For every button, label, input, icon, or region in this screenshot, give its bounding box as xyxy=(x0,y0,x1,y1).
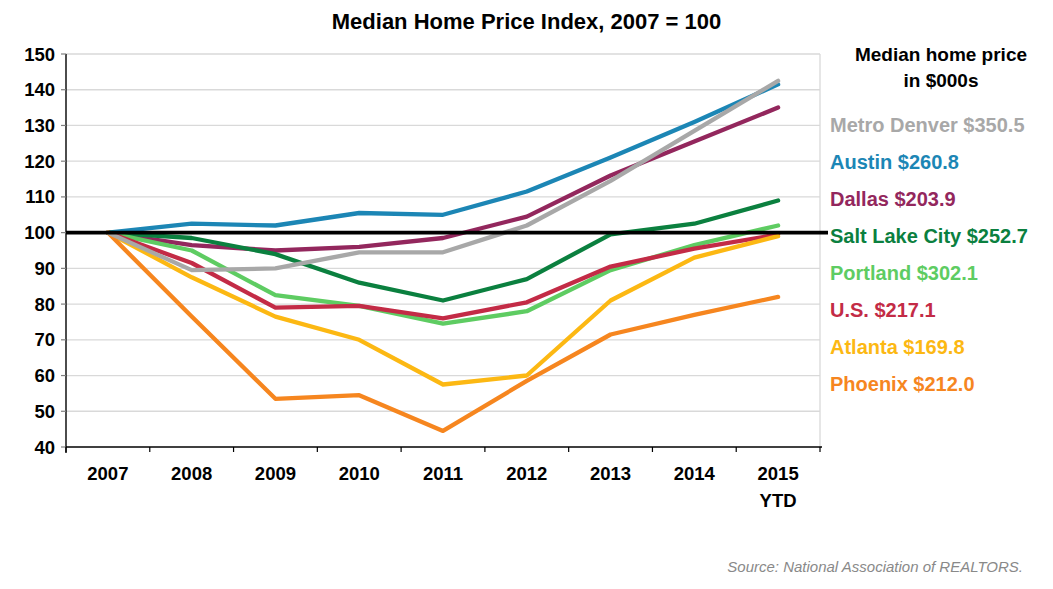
legend-item-atlanta: Atlanta $169.8 xyxy=(830,329,1052,366)
y-axis-label-140: 140 xyxy=(24,79,55,100)
y-axis-label-130: 130 xyxy=(24,115,55,136)
series-line-atlanta xyxy=(108,233,778,385)
x-axis-label-2015: 2015 xyxy=(758,463,799,484)
y-axis-label-120: 120 xyxy=(24,151,55,172)
x-axis-label-2008: 2008 xyxy=(171,463,212,484)
chart-title: Median Home Price Index, 2007 = 100 xyxy=(0,9,1053,35)
y-axis-label-50: 50 xyxy=(34,401,55,422)
y-axis-label-150: 150 xyxy=(24,44,55,65)
legend-item-dallas: Dallas $203.9 xyxy=(830,181,1052,218)
legend-title-line1: Median home price xyxy=(830,42,1052,68)
legend-item-metro-denver: Metro Denver $350.5 xyxy=(830,107,1052,144)
x-axis-label-2011: 2011 xyxy=(423,463,463,484)
y-axis-label-60: 60 xyxy=(34,365,55,386)
source-note: Source: National Association of REALTORS… xyxy=(0,558,1023,575)
series-line-austin xyxy=(108,84,778,232)
x-axis-sublabel-YTD: YTD xyxy=(760,490,797,511)
legend-item-u-s-: U.S. $217.1 xyxy=(830,292,1052,329)
y-axis-label-100: 100 xyxy=(24,222,55,243)
legend-item-salt-lake-city: Salt Lake City $252.7 xyxy=(830,218,1052,255)
legend-item-phoenix: Phoenix $212.0 xyxy=(830,366,1052,403)
legend-item-austin: Austin $260.8 xyxy=(830,144,1052,181)
x-axis-label-2009: 2009 xyxy=(255,463,296,484)
y-axis-label-40: 40 xyxy=(34,437,55,458)
x-axis-label-2010: 2010 xyxy=(339,463,380,484)
x-axis-label-2014: 2014 xyxy=(674,463,716,484)
x-axis-label-2007: 2007 xyxy=(87,463,128,484)
page: 40 50 60 70 80 90 100 110 120 130 140 150 2007 2008 20… xyxy=(0,0,1053,589)
x-axis-label-2012: 2012 xyxy=(506,463,547,484)
legend-title-line2: in $000s xyxy=(830,68,1052,94)
legend-item-portland: Portland $302.1 xyxy=(830,255,1052,292)
y-axis-label-90: 90 xyxy=(34,258,55,279)
y-axis-label-80: 80 xyxy=(34,294,55,315)
legend-title: Median home price in $000s xyxy=(830,42,1052,94)
x-axis-label-2013: 2013 xyxy=(590,463,631,484)
y-axis-label-110: 110 xyxy=(25,186,55,207)
series-line-phoenix xyxy=(108,233,778,431)
legend: Median home price in $000s Metro Denver … xyxy=(830,42,1052,403)
y-axis-label-70: 70 xyxy=(34,329,55,350)
legend-items: Metro Denver $350.5Austin $260.8Dallas $… xyxy=(830,107,1052,403)
